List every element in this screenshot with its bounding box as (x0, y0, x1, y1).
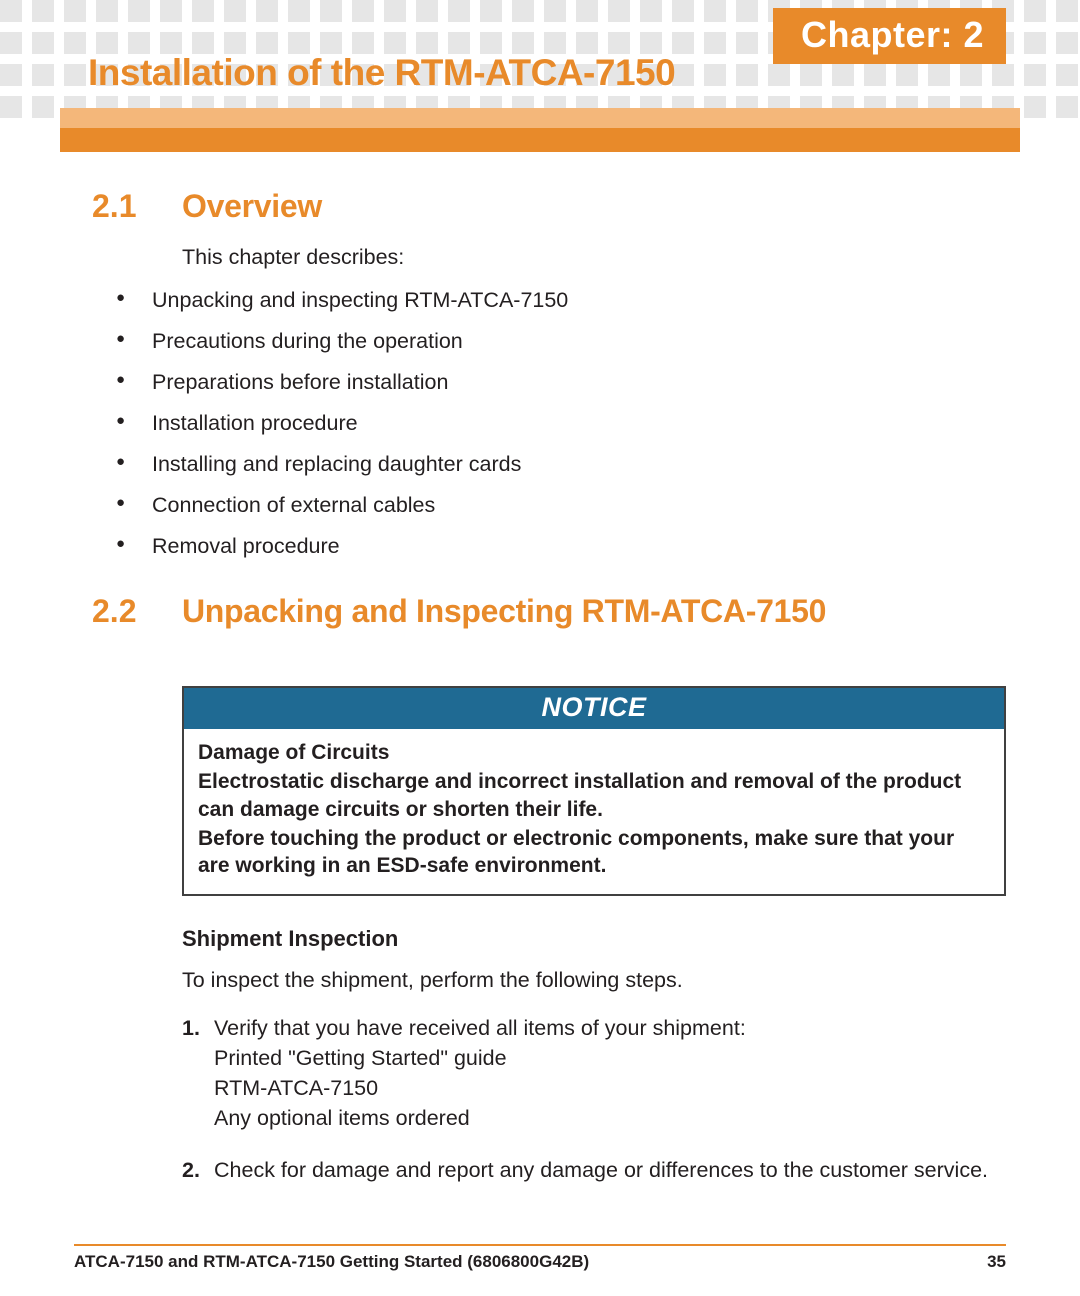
chapter-title: Installation of the RTM-ATCA-7150 (88, 52, 675, 94)
shipment-heading: Shipment Inspection (182, 926, 1006, 952)
overview-bullet: Installing and replacing daughter cards (116, 450, 1006, 479)
section-2-1-intro: This chapter describes: (182, 243, 1006, 272)
overview-bullet: Precautions during the operation (116, 327, 1006, 356)
overview-bullet: Connection of external cables (116, 491, 1006, 520)
section-number: 2.1 (92, 188, 182, 225)
footer-page-number: 35 (987, 1252, 1006, 1272)
page-footer: ATCA-7150 and RTM-ATCA-7150 Getting Star… (74, 1252, 1006, 1272)
notice-body: Damage of Circuits Electrostatic dischar… (184, 729, 1004, 893)
shipment-step: 1.Verify that you have received all item… (182, 1013, 1006, 1133)
shipment-steps: 1.Verify that you have received all item… (182, 1013, 1006, 1185)
section-title: Unpacking and Inspecting RTM-ATCA-7150 (182, 593, 826, 630)
overview-bullet: Removal procedure (116, 532, 1006, 561)
step-number: 1. (182, 1013, 200, 1043)
overview-bullet: Preparations before installation (116, 368, 1006, 397)
section-2-2-heading: 2.2 Unpacking and Inspecting RTM-ATCA-71… (92, 593, 1006, 630)
shipment-intro: To inspect the shipment, perform the fol… (182, 968, 1006, 993)
notice-box: NOTICE Damage of Circuits Electrostatic … (182, 686, 1006, 895)
header-bar-dark (60, 128, 1020, 152)
notice-line: Electrostatic discharge and incorrect in… (198, 768, 990, 823)
chapter-banner: Chapter: 2 (773, 8, 1006, 64)
notice-line: Before touching the product or electroni… (198, 825, 990, 880)
section-number: 2.2 (92, 593, 182, 630)
page-content: 2.1 Overview This chapter describes: Unp… (92, 188, 1006, 1207)
section-title: Overview (182, 188, 322, 225)
overview-bullet: Unpacking and inspecting RTM-ATCA-7150 (116, 286, 1006, 315)
footer-rule (74, 1244, 1006, 1246)
footer-doc-id: ATCA-7150 and RTM-ATCA-7150 Getting Star… (74, 1252, 589, 1272)
header-bar-light (60, 108, 1020, 128)
step-number: 2. (182, 1155, 200, 1185)
notice-header: NOTICE (184, 688, 1004, 729)
section-2-1-heading: 2.1 Overview (92, 188, 1006, 225)
notice-title: Damage of Circuits (198, 739, 990, 766)
shipment-step: 2.Check for damage and report any damage… (182, 1155, 1006, 1185)
overview-bullet: Installation procedure (116, 409, 1006, 438)
overview-bullet-list: Unpacking and inspecting RTM-ATCA-7150 Pr… (116, 286, 1006, 561)
